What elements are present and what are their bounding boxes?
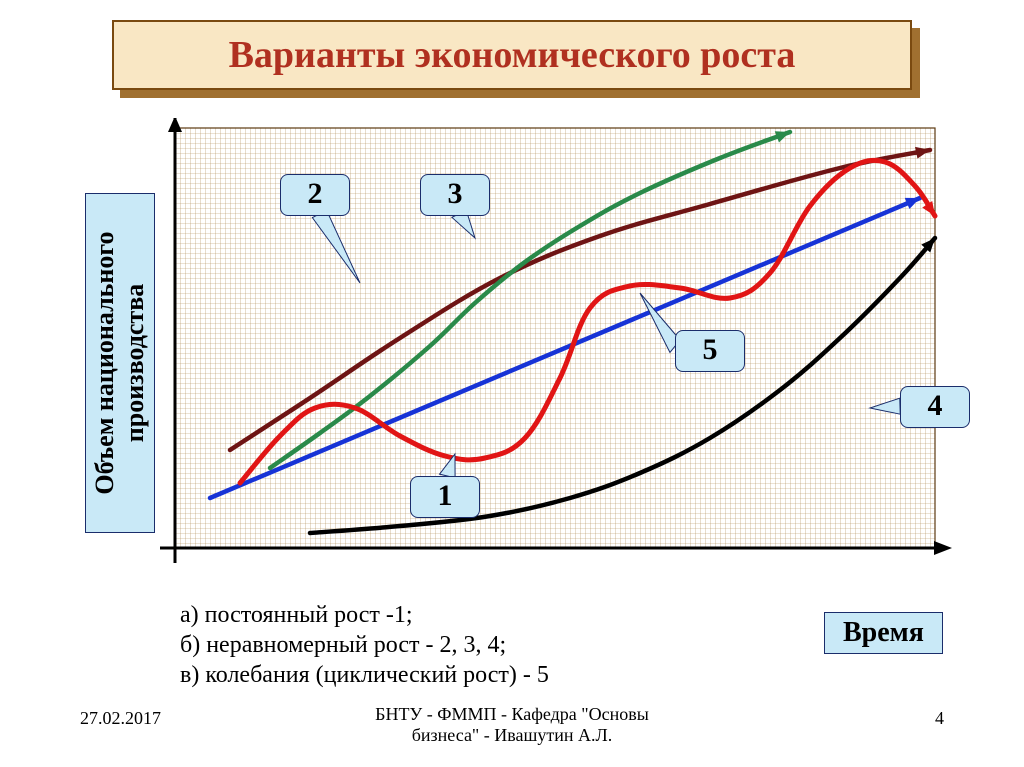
title-box: Варианты экономического роста — [112, 20, 912, 90]
chart: 12345 Объем национального производства — [80, 118, 960, 588]
y-axis-label: Объем национального производства — [85, 193, 155, 533]
callout-2: 2 — [280, 174, 350, 216]
legend-item-a: а) постоянный рост -1; — [180, 600, 549, 630]
legend-item-c: в) колебания (циклический рост) - 5 — [180, 660, 549, 690]
x-axis-label: Время — [824, 612, 943, 654]
x-axis-arrow — [934, 541, 952, 555]
footer-source-line2: бизнеса" - Ивашутин А.Л. — [412, 725, 612, 745]
legend-item-b: б) неравномерный рост - 2, 3, 4; — [180, 630, 549, 660]
callout-3: 3 — [420, 174, 490, 216]
y-axis-arrow — [168, 118, 182, 132]
footer-source-line1: БНТУ - ФММП - Кафедра "Основы — [375, 704, 649, 724]
chart-svg — [80, 118, 960, 588]
page-title: Варианты экономического роста — [229, 33, 796, 77]
footer-page-number: 4 — [935, 708, 944, 729]
legend: а) постоянный рост -1; б) неравномерный … — [180, 600, 549, 690]
callout-4: 4 — [900, 386, 970, 428]
footer-source: БНТУ - ФММП - Кафедра "Основы бизнеса" -… — [0, 704, 1024, 747]
callout-1: 1 — [410, 476, 480, 518]
callout-5: 5 — [675, 330, 745, 372]
